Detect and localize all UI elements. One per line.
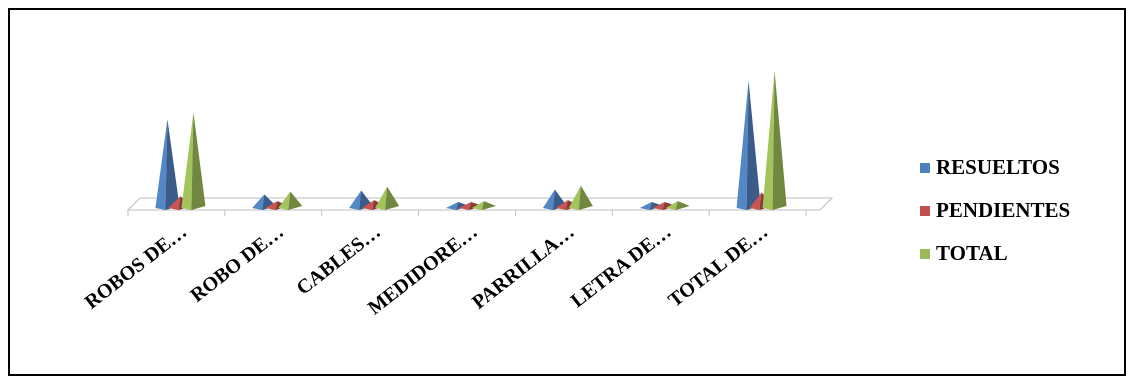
bar-face-left — [375, 186, 388, 210]
bar-face-left — [168, 196, 181, 210]
bar-face-left — [265, 201, 278, 210]
bar-total-5 — [568, 185, 593, 210]
bar-total-4 — [472, 201, 496, 210]
bar-face-right — [482, 201, 496, 210]
bar-face-right — [288, 191, 303, 210]
bar-face-left — [736, 80, 749, 210]
bar-total-6 — [665, 201, 690, 210]
x-tick-label-6: LETRA DE… — [567, 221, 676, 313]
bar-face-right — [772, 70, 787, 210]
bar-face-left — [446, 202, 458, 210]
bar-face-left — [555, 200, 568, 210]
bar-resueltos-1 — [155, 119, 180, 210]
bar-face-left — [349, 190, 362, 210]
bar-face-right — [675, 201, 690, 210]
bar-face-right — [578, 185, 593, 210]
legend-swatch-pendientes — [920, 205, 930, 216]
bar-face-left — [639, 202, 652, 210]
x-tick-label-2: ROBO DE… — [186, 221, 288, 307]
bar-face-left — [749, 192, 762, 210]
bar-total-3 — [375, 186, 400, 210]
bar-face-right — [165, 119, 180, 210]
bar-total-7 — [762, 70, 787, 210]
legend-item-total: TOTAL — [920, 232, 1070, 275]
x-tick-label-1: ROBOS DE… — [81, 221, 191, 314]
x-tick-label-3: CABLES… — [292, 221, 384, 300]
chart-legend: RESUELTOS PENDIENTES TOTAL — [920, 146, 1070, 275]
legend-label-resueltos: RESUELTOS — [936, 155, 1060, 179]
bar-face-left — [568, 185, 581, 210]
legend-label-total: TOTAL — [936, 241, 1008, 265]
bar-total-2 — [278, 191, 303, 210]
bar-face-right — [191, 112, 206, 210]
bar-face-right — [746, 80, 761, 210]
bar-face-left — [652, 202, 665, 210]
bar-resueltos-7 — [736, 80, 761, 210]
x-tick-label-7: TOTAL DE… — [664, 221, 772, 312]
bar-face-left — [278, 191, 291, 210]
legend-swatch-resueltos — [920, 162, 930, 173]
bar-face-left — [362, 200, 375, 210]
legend-label-pendientes: PENDIENTES — [936, 198, 1071, 222]
bar-total-1 — [181, 112, 206, 210]
bar-face-left — [155, 119, 168, 210]
bar-face-left — [665, 201, 678, 210]
chart-frame: ROBOS DE… ROBO DE… CABLES… MEDIDORE… PARRILL… — [8, 8, 1126, 376]
legend-item-pendientes: PENDIENTES — [920, 189, 1070, 232]
bar-face-left — [459, 202, 471, 210]
bar-face-left — [181, 112, 194, 210]
legend-item-resueltos: RESUELTOS — [920, 146, 1070, 189]
bar-face-left — [542, 189, 555, 210]
legend-swatch-total — [920, 248, 930, 259]
bar-face-right — [385, 186, 400, 210]
chart-plot: ROBOS DE…ROBO DE… CABLES…MEDIDORE…PARRILL… — [81, 70, 834, 319]
bar-face-left — [252, 194, 265, 210]
bar-face-left — [762, 70, 775, 210]
bar-face-left — [472, 201, 484, 210]
x-tick-label-5: PARRILLA… — [468, 221, 578, 314]
